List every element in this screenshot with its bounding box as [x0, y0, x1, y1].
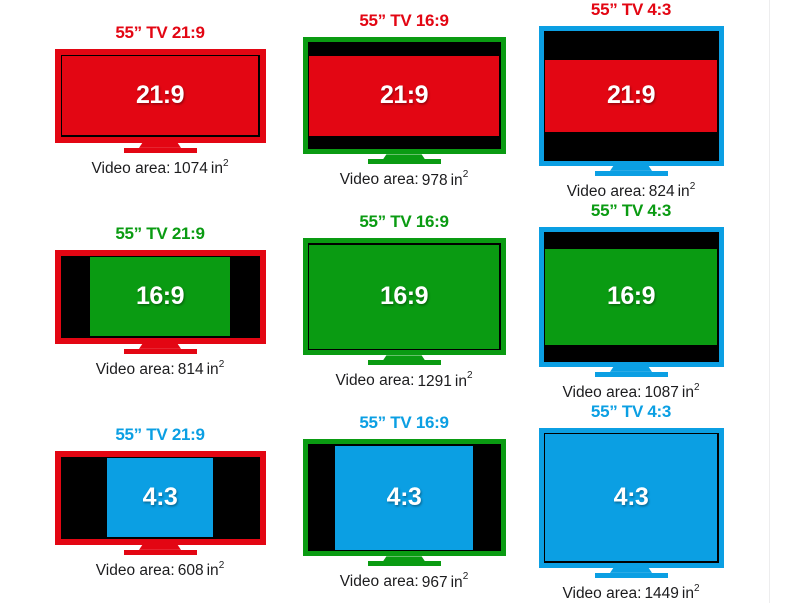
- video-content-area: 16:9: [309, 244, 499, 349]
- tv-screen: 21:9: [543, 31, 719, 161]
- tv-cell-16-9-on-16-9: 55” TV 16:9 16:9 Video area: 1291 in2: [290, 201, 518, 402]
- tv-title: 55” TV 16:9: [359, 413, 449, 433]
- tv-title: 55” TV 21:9: [115, 22, 205, 42]
- tv-screen: 16:9: [60, 255, 260, 338]
- tv-comparison-grid: 55” TV 21:9 21:9 Video area: 1074 in2 55” …: [30, 0, 744, 603]
- tv-title: 55” TV 4:3: [590, 0, 672, 19]
- tv-stand-base: [367, 360, 441, 366]
- tv-stand: [594, 165, 668, 176]
- tv-stand-neck: [610, 567, 652, 573]
- tv-bezel: 4:3: [538, 428, 724, 568]
- video-area-caption: Video area: 608 in2: [95, 559, 225, 580]
- tv-stand-base: [123, 348, 197, 354]
- aspect-ratio-label: 16:9: [606, 282, 656, 311]
- tv-stand: [123, 142, 197, 153]
- tv-cell-16-9-on-4-3: 55” TV 4:3 16:9 Video area: 1087 in2: [518, 201, 744, 402]
- tv-stand: [123, 343, 197, 354]
- tv-stand-neck: [383, 154, 425, 160]
- tv-cell-21-9-on-21-9: 55” TV 21:9 21:9 Video area: 1074 in2: [30, 0, 290, 201]
- tv-stand-neck: [139, 544, 181, 550]
- video-content-area: 16:9: [89, 257, 231, 337]
- aspect-ratio-label: 16:9: [135, 282, 185, 311]
- tv-stand: [594, 567, 668, 578]
- aspect-ratio-label: 16:9: [379, 282, 429, 311]
- tv-screen: 21:9: [60, 54, 260, 137]
- tv-screen: 16:9: [543, 232, 719, 362]
- aspect-ratio-label: 4:3: [613, 483, 649, 512]
- tv-bezel: 21:9: [538, 26, 724, 166]
- video-area-caption: Video area: 1449 in2: [562, 582, 700, 602]
- tv-screen: 4:3: [543, 433, 719, 563]
- video-content-area: 4:3: [107, 458, 213, 538]
- tv-stand-base: [367, 561, 441, 567]
- tv-stand-base: [594, 371, 668, 377]
- tv-cell-4-3-on-16-9: 55” TV 16:9 4:3 Video area: 967 in2: [290, 402, 518, 603]
- tv-stand-base: [367, 159, 441, 165]
- tv-stand-neck: [383, 355, 425, 361]
- video-area-caption: Video area: 1074 in2: [91, 157, 229, 178]
- tv-title: 55” TV 16:9: [359, 212, 449, 232]
- tv-bezel: 4:3: [302, 439, 506, 557]
- video-content-area: 4:3: [334, 445, 474, 550]
- video-area-caption: Video area: 814 in2: [95, 358, 225, 379]
- video-content-area: 21:9: [62, 56, 258, 136]
- video-area-caption: Video area: 1291 in2: [335, 370, 473, 390]
- video-content-area: 16:9: [545, 248, 717, 346]
- video-content-area: 21:9: [309, 55, 499, 136]
- aspect-ratio-label: 21:9: [606, 81, 656, 110]
- tv-cell-4-3-on-21-9: 55” TV 21:9 4:3 Video area: 608 in2: [30, 402, 290, 603]
- tv-stand: [123, 544, 197, 555]
- tv-stand-neck: [610, 165, 652, 171]
- page-edge-line: [769, 0, 770, 603]
- tv-stand: [367, 556, 441, 567]
- aspect-ratio-label: 21:9: [135, 81, 185, 110]
- video-area-caption: Video area: 1087 in2: [562, 381, 700, 401]
- aspect-ratio-label: 4:3: [142, 483, 178, 512]
- tv-stand: [367, 355, 441, 366]
- tv-title: 55” TV 4:3: [590, 402, 672, 421]
- tv-screen: 4:3: [60, 456, 260, 539]
- video-area-caption: Video area: 978 in2: [339, 169, 469, 189]
- tv-stand-neck: [139, 142, 181, 148]
- tv-stand-base: [594, 572, 668, 578]
- tv-stand-base: [594, 170, 668, 176]
- tv-title: 55” TV 21:9: [115, 424, 205, 444]
- tv-screen: 16:9: [307, 243, 501, 351]
- tv-bezel: 16:9: [54, 249, 266, 344]
- video-area-caption: Video area: 824 in2: [566, 180, 696, 200]
- video-content-area: 21:9: [545, 59, 717, 133]
- tv-bezel: 21:9: [54, 48, 266, 143]
- tv-stand: [594, 366, 668, 377]
- tv-stand-neck: [139, 343, 181, 349]
- tv-stand-neck: [610, 366, 652, 372]
- tv-bezel: 4:3: [54, 450, 266, 545]
- tv-bezel: 21:9: [302, 37, 506, 155]
- tv-cell-21-9-on-4-3: 55” TV 4:3 21:9 Video area: 824 in2: [518, 0, 744, 201]
- tv-bezel: 16:9: [302, 238, 506, 356]
- video-content-area: 4:3: [545, 434, 717, 562]
- tv-screen: 21:9: [307, 42, 501, 150]
- aspect-ratio-label: 4:3: [386, 483, 422, 512]
- tv-stand-neck: [383, 556, 425, 562]
- tv-title: 55” TV 16:9: [359, 11, 449, 31]
- tv-title: 55” TV 21:9: [115, 223, 205, 243]
- tv-cell-21-9-on-16-9: 55” TV 16:9 21:9 Video area: 978 in2: [290, 0, 518, 201]
- tv-stand-base: [123, 147, 197, 153]
- video-area-caption: Video area: 967 in2: [339, 571, 469, 591]
- tv-stand-base: [123, 549, 197, 555]
- tv-stand: [367, 154, 441, 165]
- tv-title: 55” TV 4:3: [590, 201, 672, 220]
- aspect-ratio-label: 21:9: [379, 81, 429, 110]
- tv-screen: 4:3: [307, 444, 501, 552]
- tv-cell-16-9-on-21-9: 55” TV 21:9 16:9 Video area: 814 in2: [30, 201, 290, 402]
- tv-cell-4-3-on-4-3: 55” TV 4:3 4:3 Video area: 1449 in2: [518, 402, 744, 603]
- tv-bezel: 16:9: [538, 227, 724, 367]
